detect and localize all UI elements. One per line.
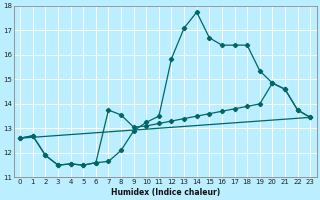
X-axis label: Humidex (Indice chaleur): Humidex (Indice chaleur)	[111, 188, 220, 197]
